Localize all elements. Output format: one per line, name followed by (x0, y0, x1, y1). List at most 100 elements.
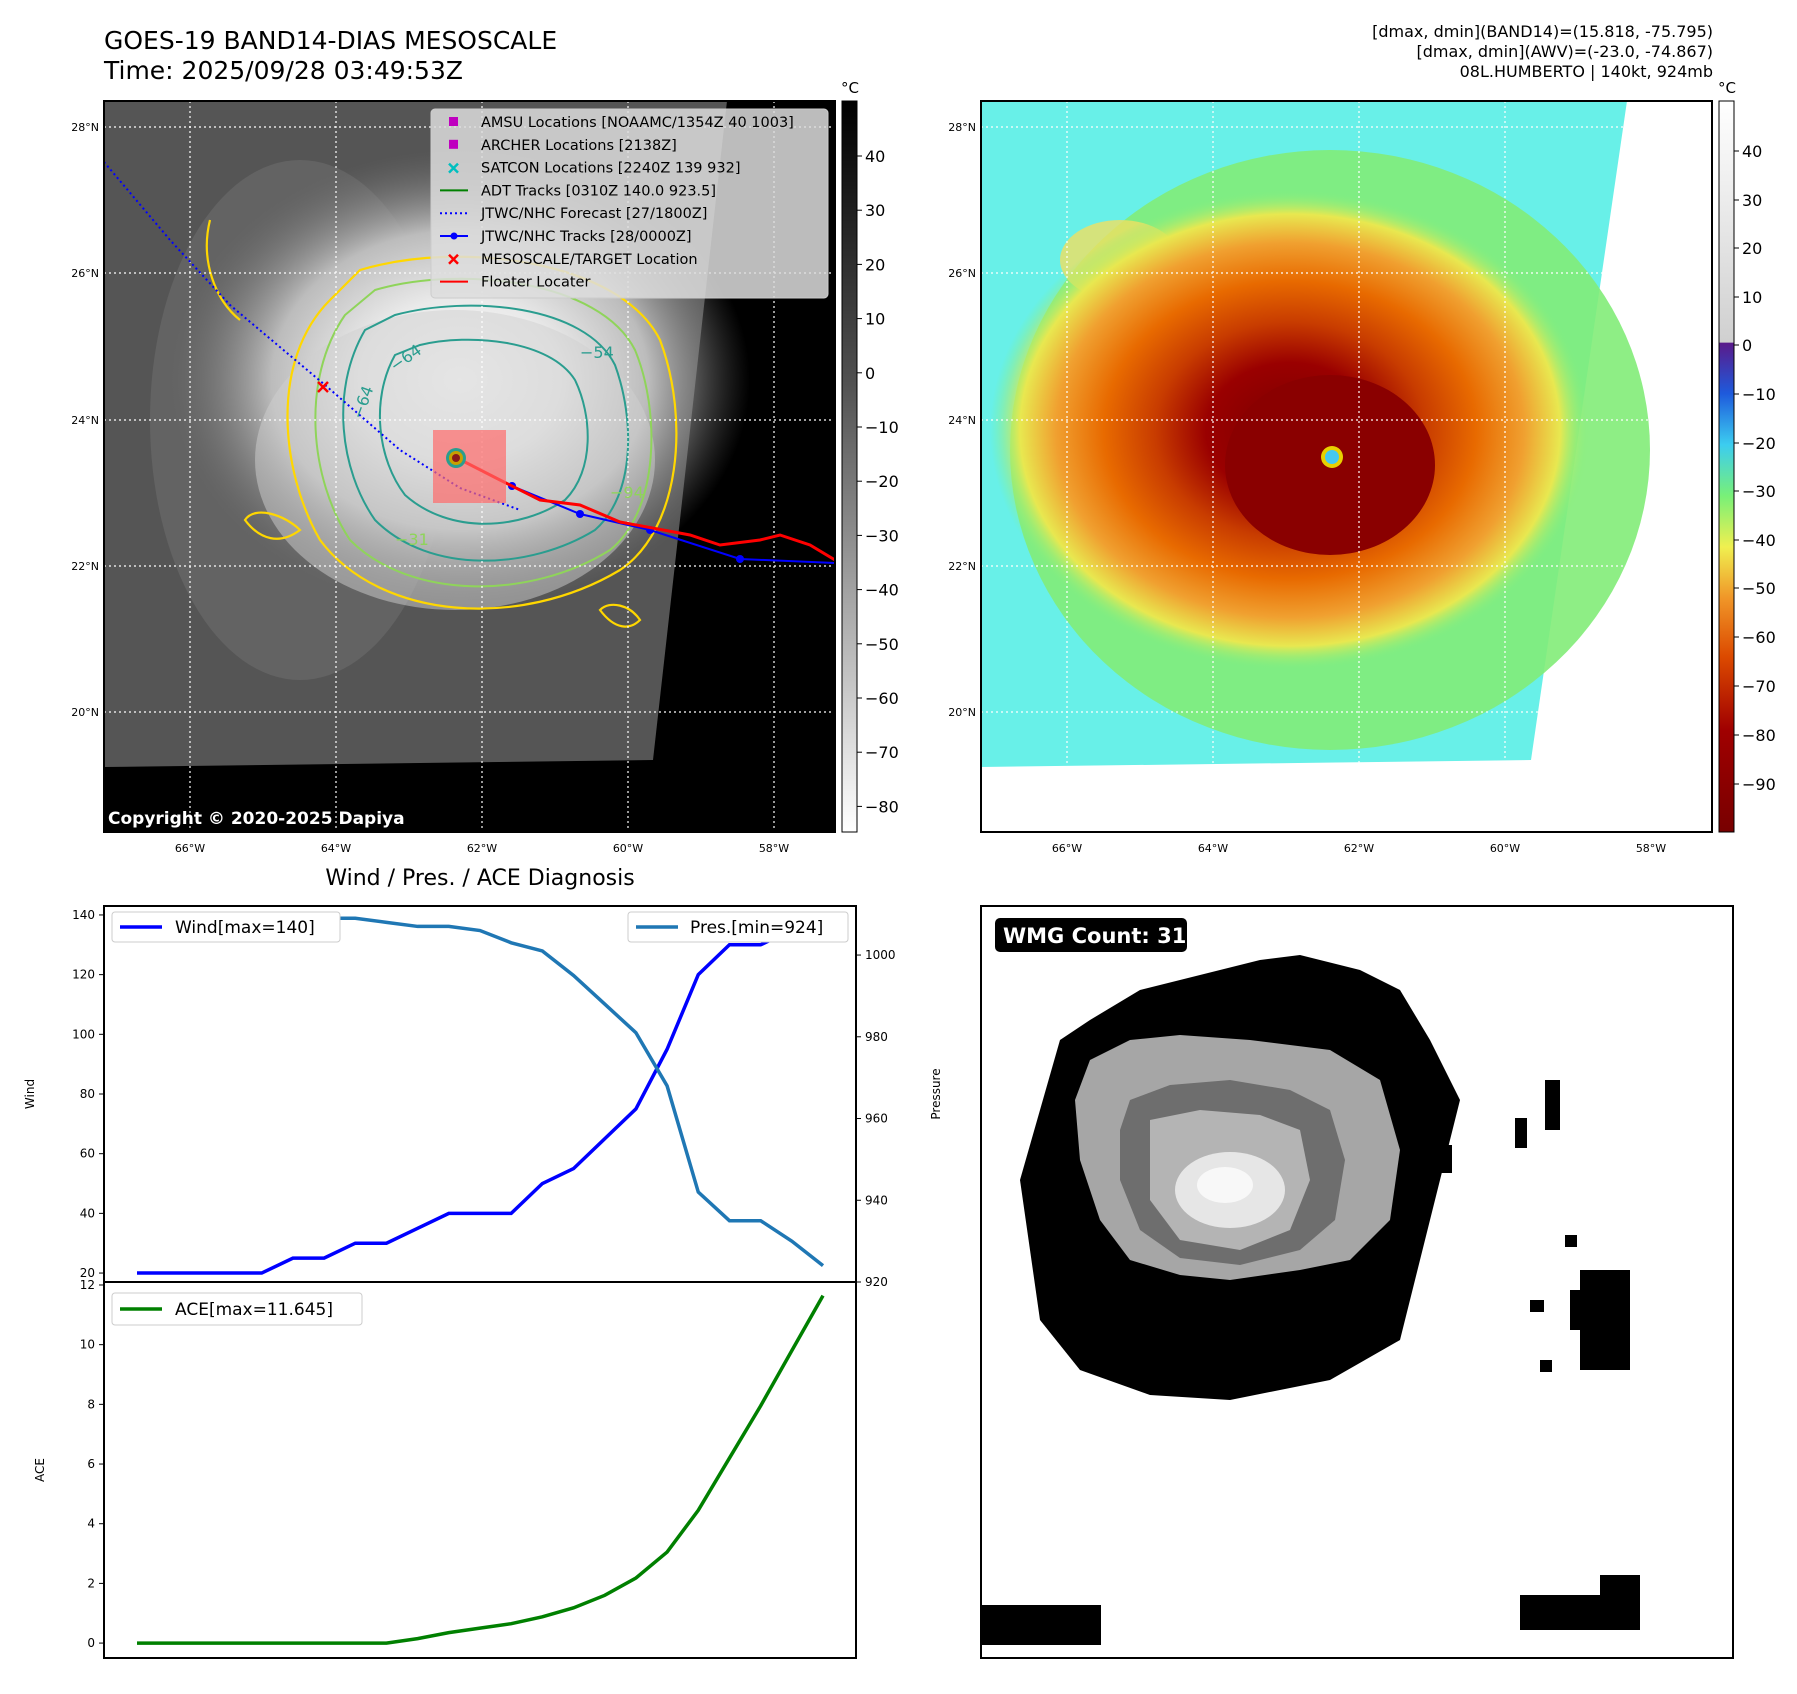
colorbar-unit: °C (841, 79, 859, 97)
lat-tick-label: 20°N (948, 706, 976, 719)
lon-tick-label: 62°W (1344, 842, 1374, 855)
lon-tick-label: 64°W (321, 842, 351, 855)
color-colorbar-ticks: 40 30 20 10 0 −10 −20 −30 −40 −50 −60 −70 −80 −90 (1734, 142, 1776, 794)
map-gridlines (981, 101, 1712, 832)
legend-marker (448, 162, 459, 174)
legend-label: Wind[max=140] (175, 918, 315, 938)
colorbar-tick-label: −70 (1742, 677, 1776, 696)
legend-item: AMSU Locations [NOAAMC/1354Z 40 1003] (449, 115, 794, 131)
legend-item: JTWC/NHC Tracks [28/0000Z] (440, 229, 692, 245)
lon-tick-label: 62°W (467, 842, 497, 855)
colorbar-tick-label: 10 (865, 310, 885, 329)
legend-label: ADT Tracks [0310Z 140.0 923.5] (481, 183, 716, 199)
pressure-axis-label: Pressure (929, 1068, 943, 1119)
lon-tick-label: 66°W (1052, 842, 1082, 855)
colorbar-tick-label: −70 (865, 743, 899, 762)
copyright-text: Copyright © 2020-2025 Dapiya (108, 809, 405, 829)
colorbar-tick-label: −30 (865, 526, 899, 545)
lat-tick-label: 26°N (71, 267, 99, 280)
colorbar-tick-label: 40 (865, 147, 885, 166)
legend-label: JTWC/NHC Forecast [27/1800Z] (480, 206, 707, 222)
ace-tick-label: 4 (87, 1517, 95, 1531)
info-band14: [dmax, dmin](BAND14)=(15.818, -75.795) (1372, 22, 1713, 41)
lon-tick-label: 58°W (759, 842, 789, 855)
ace-tick-label: 2 (87, 1576, 95, 1590)
wmg-count-badge: WMG Count: 31 (1003, 924, 1186, 948)
ace-tick-label: 10 (80, 1338, 95, 1352)
wind-legend: Wind[max=140] (111, 911, 341, 943)
lon-tick-label: 60°W (613, 842, 643, 855)
lon-tick-label: 58°W (1636, 842, 1666, 855)
lon-tick-label: 64°W (1198, 842, 1228, 855)
ace-tick-label: 6 (87, 1457, 95, 1471)
wind-pressure-chart: Wind / Pres. / ACE Diagnosis Wind Pressu… (23, 866, 943, 1289)
pressure-tick-label: 1000 (865, 948, 896, 962)
ace-legend: ACE[max=11.645] (111, 1292, 363, 1326)
lat-tick-label: 24°N (71, 414, 99, 427)
title-time: Time: 2025/09/28 03:49:53Z (104, 56, 463, 85)
colorbar-tick-label: −40 (865, 581, 899, 600)
contour-teal (342, 304, 630, 562)
legend-label: ACE[max=11.645] (175, 1300, 333, 1320)
title-product: GOES-19 BAND14-DIAS MESOSCALE (104, 26, 558, 55)
ir-map-panel: −64 −64 −54 −31 −94 Copyright © 2020-202… (103, 100, 836, 833)
legend-marker (449, 139, 458, 149)
color-ir-map-panel (980, 100, 1713, 833)
colorbar-tick-label: −80 (1742, 726, 1776, 745)
colorbar-tick-label: −20 (1742, 434, 1776, 453)
wind-tick-label: 140 (72, 908, 95, 922)
legend-marker (449, 117, 458, 126)
colorbar-tick-label: −20 (865, 472, 899, 491)
legend-label: ARCHER Locations [2138Z] (481, 138, 677, 154)
pressure-tick-label: 960 (865, 1112, 888, 1126)
floater-track (456, 456, 835, 562)
colorbar-tick-label: 20 (1742, 239, 1762, 258)
wind-series-line (137, 913, 824, 1275)
wind-tick-label: 120 (72, 968, 95, 982)
lat-tick-label: 24°N (948, 414, 976, 427)
lon-tick-label: 66°W (175, 842, 205, 855)
colorbar-tick-label: −80 (865, 797, 899, 816)
contour-label: −31 (395, 530, 429, 549)
colorbar-tick-label: −50 (865, 635, 899, 654)
gray-colorbar-ticks: 40 30 20 10 0 −10 −20 −30 −40 −50 −60 −70 −80 (857, 147, 899, 816)
wind-tick-label: 100 (72, 1027, 95, 1041)
legend-marker (450, 232, 458, 240)
plot-title: GOES-19 BAND14-DIAS MESOSCALE Time: 2025… (104, 26, 557, 86)
wmg-panel: WMG Count: 31 (980, 905, 1734, 1659)
colorbar-tick-label: −30 (1742, 482, 1776, 501)
colorbar-tick-label: 30 (865, 201, 885, 220)
colorbar-unit: °C (1718, 79, 1736, 97)
legend-marker (448, 253, 459, 265)
lat-tick-label: 28°N (71, 121, 99, 134)
colorbar-tick-label: 40 (1742, 142, 1762, 161)
colorbar-tick-label: −10 (1742, 385, 1776, 404)
map-legend: AMSU Locations [NOAAMC/1354Z 40 1003] ARC… (430, 108, 829, 299)
legend-item: ARCHER Locations [2138Z] (449, 138, 677, 154)
storm-info: [dmax, dmin](BAND14)=(15.818, -75.795) [… (1372, 22, 1713, 82)
lat-tick-label: 28°N (948, 121, 976, 134)
contour-label: −54 (580, 343, 614, 362)
color-colorbar (1718, 100, 1735, 833)
colorbar-tick-label: 0 (1742, 336, 1752, 355)
info-awv: [dmax, dmin](AWV)=(-23.0, -74.867) (1416, 42, 1713, 61)
pressure-tick-label: 980 (865, 1030, 888, 1044)
legend-item: ADT Tracks [0310Z 140.0 923.5] (440, 183, 716, 199)
colorbar-tick-label: −50 (1742, 579, 1776, 598)
legend-label: SATCON Locations [2240Z 139 932] (481, 161, 740, 177)
colorbar-tick-label: 10 (1742, 288, 1762, 307)
legend-label: Pres.[min=924] (690, 918, 823, 938)
mesoscale-target-marker (317, 381, 329, 393)
ace-tick-label: 0 (87, 1636, 95, 1650)
colorbar-tick-label: −60 (1742, 628, 1776, 647)
legend-item: MESOSCALE/TARGET Location (448, 252, 698, 268)
pressure-tick-label: 940 (865, 1193, 888, 1207)
legend-item: SATCON Locations [2240Z 139 932] (448, 161, 740, 177)
legend-item: Floater Locater (440, 275, 590, 291)
ace-tick-label: 12 (80, 1278, 95, 1292)
wind-tick-label: 80 (80, 1087, 95, 1101)
legend-label: AMSU Locations [NOAAMC/1354Z 40 1003] (481, 115, 794, 131)
colorbar-tick-label: −90 (1742, 775, 1776, 794)
lon-tick-label: 60°W (1490, 842, 1520, 855)
